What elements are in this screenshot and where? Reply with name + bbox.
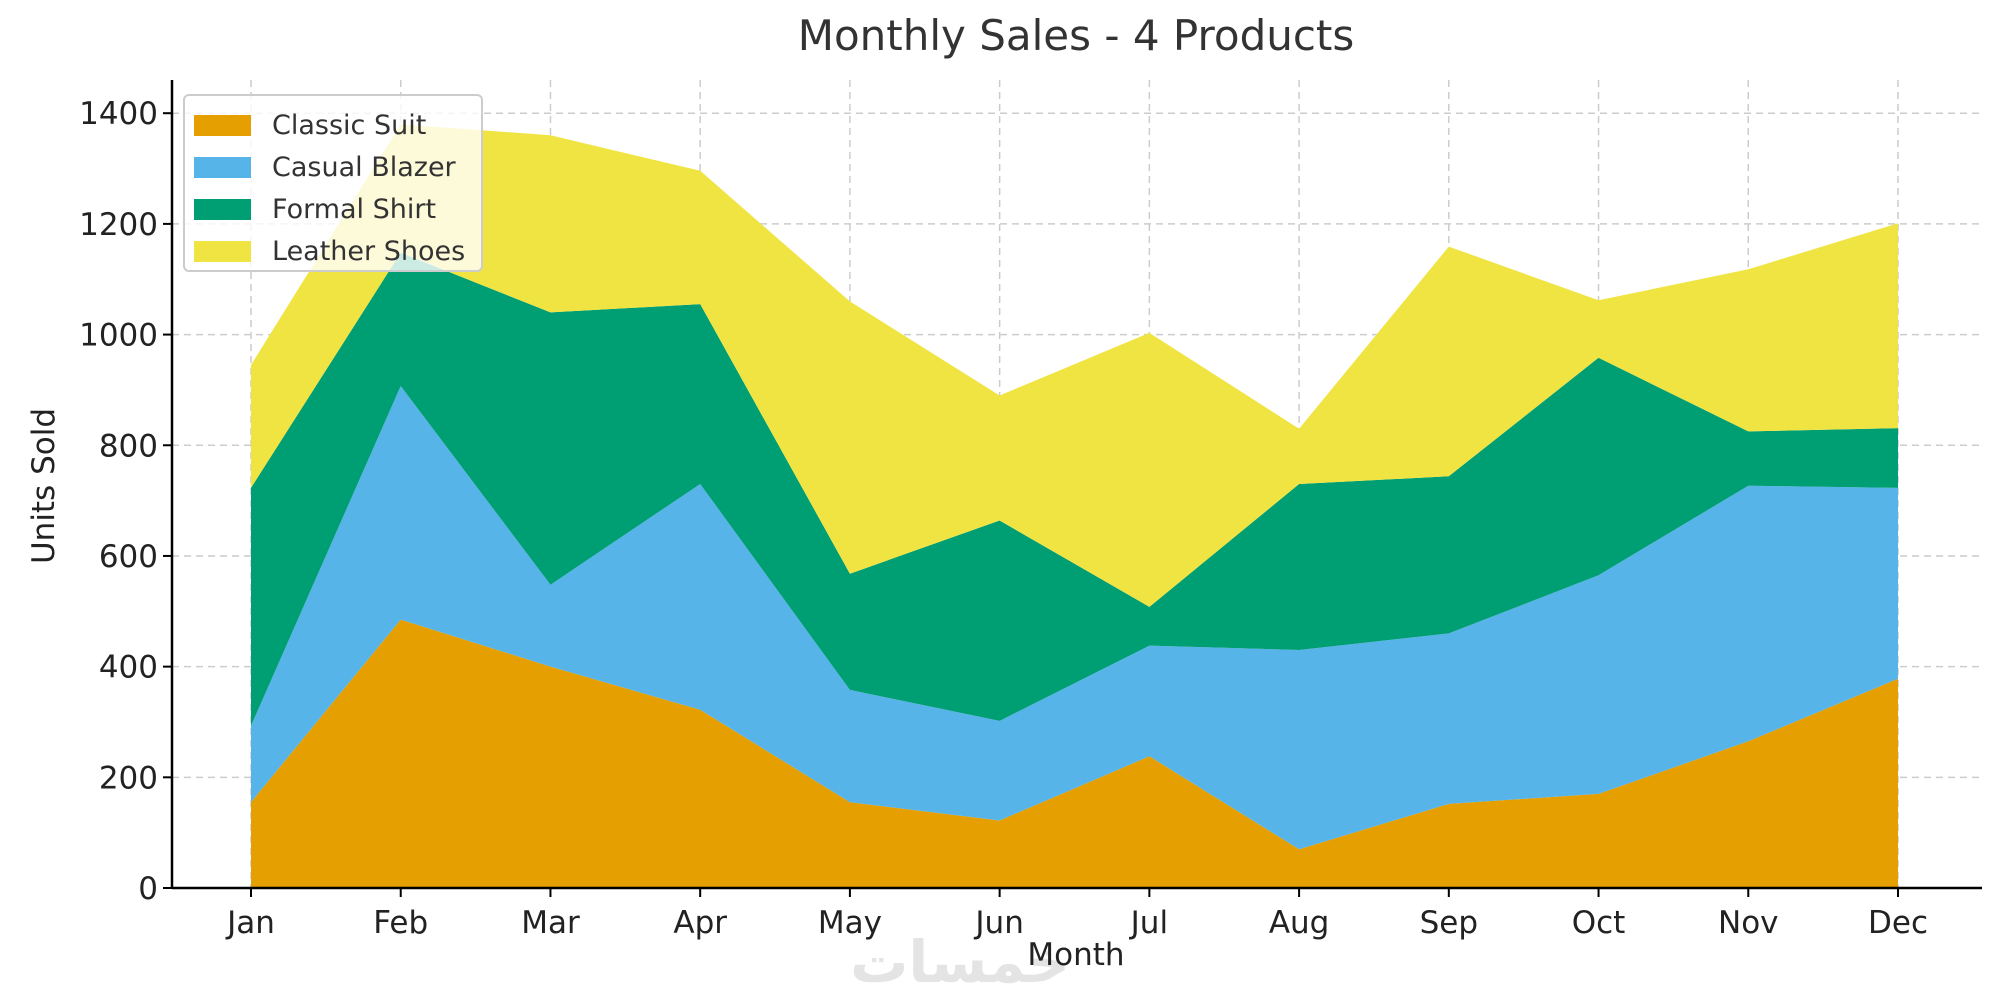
x-tick-label: Oct <box>1572 905 1626 941</box>
legend-swatch-casual-blazer <box>194 157 251 178</box>
y-tick-label: 0 <box>138 871 158 907</box>
area-casual-blazer <box>251 386 1898 850</box>
axis-layer: 0 200 400 600 800 1000 1200 1400 Jan Feb Mar Apr May… <box>79 80 1982 941</box>
x-tick-label: Dec <box>1868 905 1928 941</box>
x-tick-label: Aug <box>1269 905 1330 941</box>
x-tick-label: Apr <box>673 905 727 941</box>
y-tick-label: 400 <box>99 650 158 686</box>
watermark-text: خمسات <box>850 928 1070 996</box>
x-tick-label: Jun <box>973 905 1023 941</box>
area-leather-shoes <box>251 124 1898 607</box>
y-tick-label: 1200 <box>79 207 158 243</box>
legend-swatch-classic-suit <box>194 115 251 136</box>
legend-label-classic-suit: Classic Suit <box>272 110 426 141</box>
x-tick-label: Jul <box>1129 905 1168 941</box>
legend-label-formal-shirt: Formal Shirt <box>272 194 436 225</box>
chart-title: Monthly Sales - 4 Products <box>798 11 1355 60</box>
x-tick-label: Sep <box>1420 905 1478 941</box>
y-tick-label: 1400 <box>79 96 158 132</box>
y-tick-label: 1000 <box>79 318 158 354</box>
y-tick-label: 800 <box>99 428 158 464</box>
legend-swatch-leather-shoes <box>194 241 251 262</box>
legend-swatch-formal-shirt <box>194 199 251 220</box>
y-tick-label: 200 <box>99 760 158 796</box>
x-tick-label: Jan <box>225 905 275 941</box>
x-tick-label: Feb <box>373 905 428 941</box>
legend-label-casual-blazer: Casual Blazer <box>272 152 457 183</box>
legend-box <box>183 94 483 272</box>
legend: Classic Suit Casual Blazer Formal Shirt Lea… <box>183 94 483 272</box>
x-tick-label: May <box>818 905 882 941</box>
y-tick-label: 600 <box>99 539 158 575</box>
legend-label-leather-shoes: Leather Shoes <box>272 236 465 267</box>
area-classic-suit <box>251 619 1898 888</box>
x-tick-label: Mar <box>521 905 580 941</box>
x-axis-label: Month <box>1027 937 1124 973</box>
area-layer <box>251 124 1898 888</box>
x-tick-label: Nov <box>1718 905 1779 941</box>
area-formal-shirt <box>251 252 1898 726</box>
y-axis-label: Units Sold <box>26 408 62 564</box>
